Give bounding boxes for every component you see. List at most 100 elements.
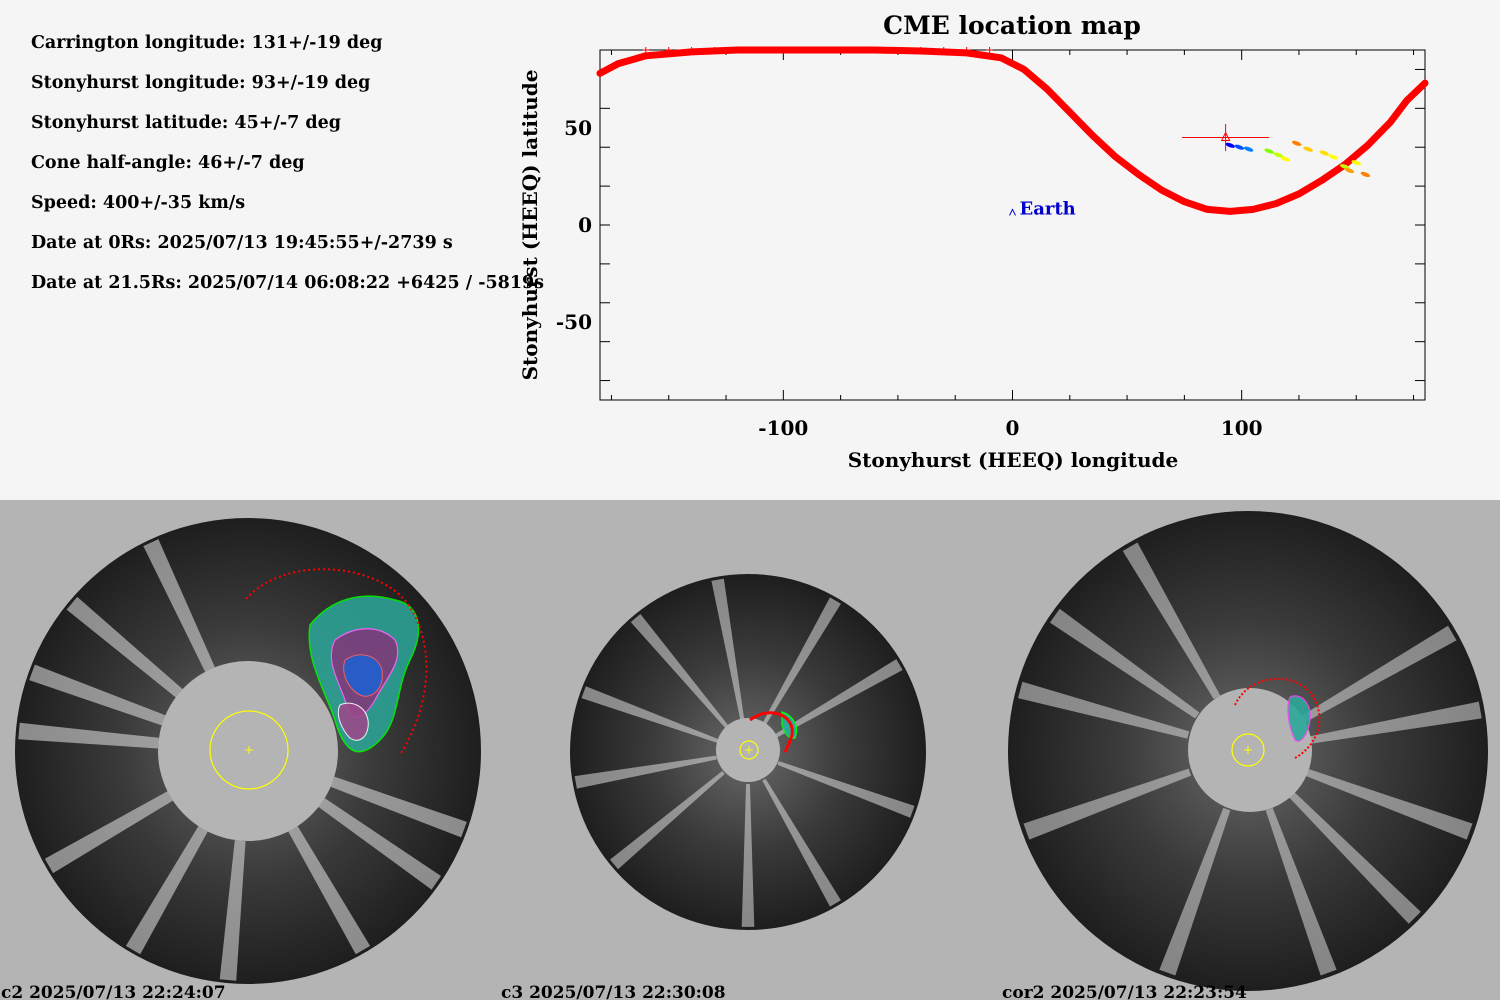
detection-point: [1225, 142, 1235, 148]
cor2-image-label: cor2 2025/07/13 22:23:54: [1002, 983, 1247, 1000]
c2-cme-contour: [308, 595, 420, 753]
streamer-ray: [777, 761, 915, 818]
c2-image-label: c2 2025/07/13 22:24:07: [1, 983, 226, 1000]
boundary-plus-marker: [849, 47, 856, 53]
detection-point: [1234, 144, 1245, 150]
x-tick-label: -100: [758, 416, 808, 440]
streamer-ray: [574, 755, 717, 789]
boundary-plus-marker: [963, 47, 970, 53]
param-stonyhurst-latitude: Stonyhurst latitude: 45+/-7 deg: [31, 113, 341, 133]
streamer-ray: [1304, 768, 1473, 840]
detection-point: [1291, 140, 1302, 146]
boundary-plus-marker: [894, 47, 901, 53]
detection-point: [1360, 171, 1371, 177]
c2-cme-fit-arc: [245, 568, 428, 756]
y-tick-labels: 50 0 -50: [556, 116, 592, 334]
plot-frame: [599, 49, 1426, 401]
streamer-ray: [711, 578, 745, 721]
streamer-ray: [774, 659, 903, 738]
streamer-ray: [318, 798, 442, 890]
streamer-ray: [29, 664, 166, 726]
detection-point: [1264, 148, 1274, 154]
boundary-plus-marker: [986, 47, 993, 53]
param-speed: Speed: 400+/-35 km/s: [31, 193, 246, 213]
c3-coronagraph-image: c3 2025/07/13 22:30:08: [501, 574, 926, 1000]
boundary-plus-marker: [940, 47, 947, 53]
c2-occulter: [158, 661, 338, 841]
param-date-21-5rs: Date at 21.5Rs: 2025/07/14 06:08:22 +642…: [31, 273, 545, 293]
cor2-sun-circle: [1231, 733, 1265, 767]
detection-point: [1273, 152, 1284, 158]
boundary-plus-marker: [688, 47, 695, 53]
cme-triangle-marker: [1220, 131, 1231, 141]
y-tick-label: 50: [564, 116, 592, 140]
boundary-plus-marker: [665, 47, 672, 53]
streamer-ray: [288, 826, 371, 955]
cme-location-map: CME location map Stonyhurst (HEEQ) longi…: [518, 11, 1429, 472]
earth-marker: Earth: [1009, 198, 1076, 219]
cme-summary-panel: Carrington longitude: 131+/-19 deg Stony…: [31, 11, 1429, 472]
c3-cme-fit-arc: [749, 711, 794, 753]
x-tick-label: 0: [1006, 416, 1020, 440]
coronagraph-images-panel: c2 2025/07/13 22:24:07 c3 2025/07/13 22:…: [0, 500, 1500, 1000]
streamer-ray: [1023, 768, 1192, 840]
cme-parameters-list: Carrington longitude: 131+/-19 deg Stony…: [31, 30, 544, 310]
c2-sun-circle: [209, 710, 289, 790]
streamer-ray: [581, 686, 719, 743]
chart-title: CME location map: [883, 11, 1141, 40]
streamer-ray: [1289, 792, 1421, 924]
streamer-ray: [1265, 807, 1337, 976]
boundary-plus-marker: [872, 47, 878, 53]
streamer-ray: [125, 826, 208, 955]
boundary-plus-marker: [803, 47, 810, 53]
x-axis-label: Stonyhurst (HEEQ) longitude: [848, 448, 1179, 472]
streamer-ray: [330, 776, 467, 838]
detection-point: [1351, 160, 1361, 166]
param-cone-half-angle: Cone half-angle: 46+/-7 deg: [31, 153, 305, 173]
streamer-ray: [18, 722, 159, 749]
c3-sun-circle: [739, 740, 759, 760]
earth-caret-icon: [1009, 208, 1016, 216]
streamer-ray: [1299, 625, 1457, 724]
streamer-ray: [630, 613, 729, 729]
detection-point: [1319, 150, 1329, 156]
y-tick-label: -50: [556, 310, 592, 334]
cor2-cme-contour: [1287, 695, 1311, 742]
c3-image-label: c3 2025/07/13 22:30:08: [501, 983, 726, 1000]
cor2-sun-center-marker: [1244, 746, 1252, 754]
boundary-plus-marker: [917, 47, 924, 53]
c3-sun-center-marker: [745, 746, 753, 754]
param-carrington-longitude: Carrington longitude: 131+/-19 deg: [31, 33, 383, 53]
axis-ticks: [600, 50, 1425, 400]
cme-position-marker: [1182, 123, 1270, 152]
c2-sun-center-marker: [245, 746, 253, 754]
c2-coronagraph-image: c2 2025/07/13 22:24:07: [1, 518, 481, 1000]
streamer-ray: [44, 791, 173, 874]
streamer-ray: [1049, 608, 1200, 719]
cor2-cme-fit-arc: [1234, 677, 1321, 759]
y-axis-label: Stonyhurst (HEEQ) latitude: [518, 70, 542, 381]
detection-point: [1303, 146, 1313, 152]
detection-point: [1243, 146, 1254, 152]
streamer-ray: [1159, 807, 1231, 976]
streamer-ray: [143, 539, 215, 672]
x-tick-label: 100: [1221, 416, 1263, 440]
cme-boundary-curve: [596, 46, 1429, 215]
param-date-0rs: Date at 0Rs: 2025/07/13 19:45:55+/-2739 …: [31, 233, 453, 253]
cor2-streamers: [1017, 542, 1482, 976]
boundary-plus-marker: [757, 47, 764, 53]
detection-point: [1328, 154, 1339, 160]
detection-point: [1344, 168, 1355, 174]
x-tick-labels: -100 0 100: [758, 416, 1262, 440]
streamer-ray: [762, 778, 841, 907]
streamer-ray: [741, 783, 755, 927]
streamer-ray: [219, 840, 246, 981]
detection-point: [1280, 156, 1290, 162]
c3-streamers: [574, 578, 915, 927]
c2-streamers: [18, 539, 467, 981]
streamer-ray: [609, 771, 725, 870]
boundary-plus-marker: [711, 47, 718, 53]
param-stonyhurst-longitude: Stonyhurst longitude: 93+/-19 deg: [31, 73, 371, 93]
streamer-ray: [762, 597, 841, 726]
cor2-coronagraph-image: cor2 2025/07/13 22:23:54: [1002, 511, 1488, 1000]
